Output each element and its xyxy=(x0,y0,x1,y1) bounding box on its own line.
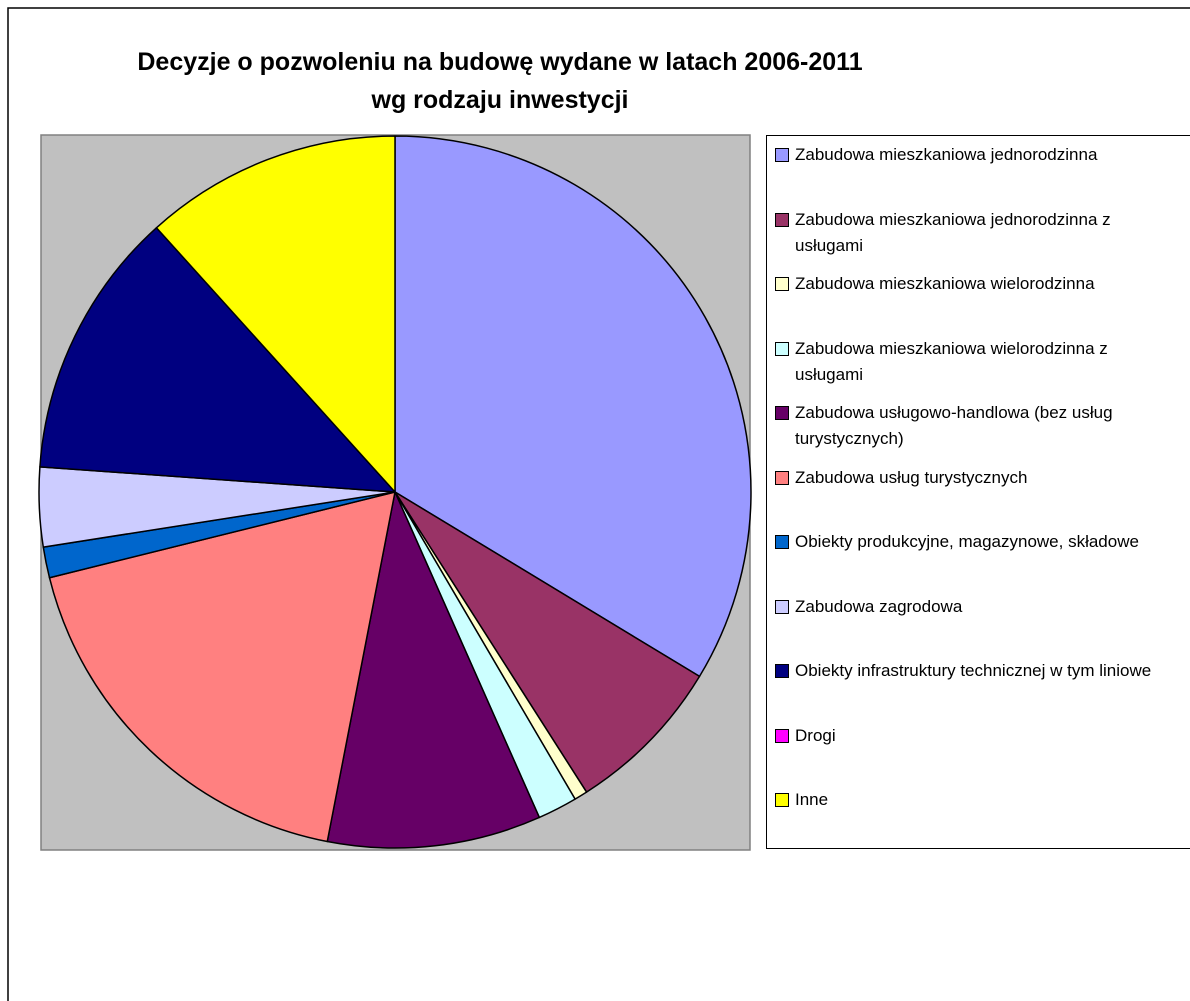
pie-slice xyxy=(39,227,396,493)
legend-label: Zabudowa usług turystycznych xyxy=(795,467,1028,487)
legend-swatch xyxy=(775,535,789,549)
legend-label: Inne xyxy=(795,790,829,809)
legend-label: Zabudowa mieszkaniowa wielorodzinna z us… xyxy=(795,338,1108,384)
legend-entry: Zabudowa mieszkaniowa jednorodzinna z us… xyxy=(775,207,1155,259)
legend-entry: Zabudowa mieszkaniowa wielorodzinna z us… xyxy=(775,336,1155,388)
pie-slice xyxy=(48,491,396,843)
legend-swatch xyxy=(775,728,789,743)
pie xyxy=(38,135,752,849)
legend-swatch xyxy=(775,599,789,614)
legend-swatch xyxy=(775,212,789,227)
legend-label: Zabudowa mieszkaniowa wielorodzinna xyxy=(795,274,1095,293)
legend-label: Obiekty infrastruktury technicznej w tym… xyxy=(795,661,1152,680)
legend-swatch xyxy=(775,793,789,807)
legend-entry: Zabudowa usług turystycznych xyxy=(775,465,1155,491)
legend-entry: Zabudowa zagrodowa xyxy=(775,594,1155,620)
legend-swatch xyxy=(775,406,789,420)
pie-slice xyxy=(326,491,541,849)
legend-entry: Zabudowa mieszkaniowa wielorodzinna xyxy=(775,271,1155,297)
legend-swatch xyxy=(775,341,789,356)
legend-label: Zabudowa mieszkaniowa jednorodzinna xyxy=(795,145,1098,164)
chart-title: Decyzje o pozwoleniu na budowę wydane w … xyxy=(137,48,862,76)
legend-swatch xyxy=(775,148,789,162)
legend-entry: Zabudowa usługowo-handlowa (bez usług tu… xyxy=(775,400,1155,452)
chart-subtitle: wg rodzaju inwestycji xyxy=(371,86,629,114)
legend-entry: Obiekty infrastruktury technicznej w tym… xyxy=(775,658,1155,684)
legend: Zabudowa mieszkaniowa jednorodzinna Zabud… xyxy=(766,135,1190,849)
pie-slice xyxy=(394,491,701,793)
legend-label: Zabudowa zagrodowa xyxy=(795,596,963,616)
legend-entry: Drogi xyxy=(775,723,1155,749)
legend-entry: Zabudowa mieszkaniowa jednorodzinna xyxy=(775,142,1155,168)
legend-entry: Obiekty produkcyjne, magazynowe, składow… xyxy=(775,529,1155,555)
legend-swatch xyxy=(775,277,789,291)
legend-label: Zabudowa mieszkaniowa jednorodzinna z us… xyxy=(795,209,1111,255)
chart-border xyxy=(7,7,1190,1001)
legend-label: Obiekty produkcyjne, magazynowe, składow… xyxy=(795,532,1139,551)
legend-swatch xyxy=(775,664,789,678)
legend-label: Zabudowa usługowo-handlowa (bez usług tu… xyxy=(795,403,1113,448)
legend-label: Drogi xyxy=(795,725,836,745)
legend-entry: Inne xyxy=(775,787,1155,813)
pie-slice xyxy=(155,135,396,493)
legend-swatch xyxy=(775,470,789,485)
pie-slice xyxy=(394,135,752,678)
